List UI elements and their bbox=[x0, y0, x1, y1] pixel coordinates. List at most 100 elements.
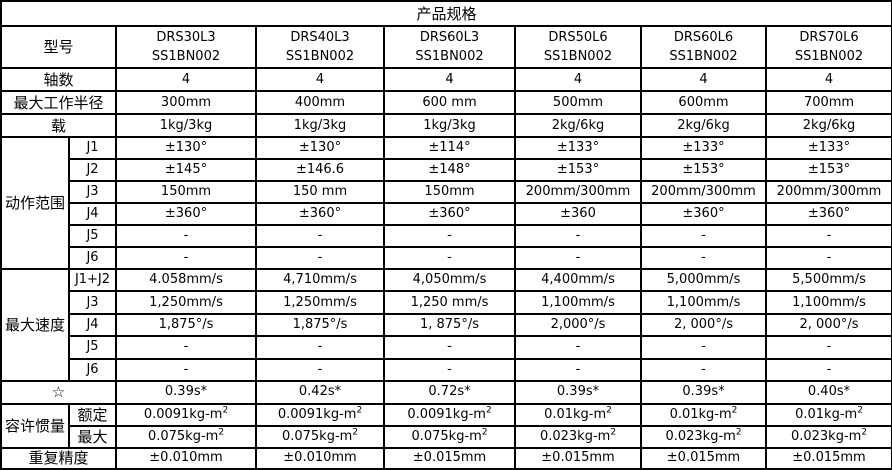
speed-cell: - bbox=[255, 335, 385, 360]
label-star: ☆ bbox=[0, 379, 117, 405]
axes-cell: 4 bbox=[115, 67, 257, 92]
payload-cell: 1kg/3kg bbox=[115, 113, 257, 138]
table-title: 产品规格 bbox=[0, 0, 892, 27]
label-repeat: 重复精度 bbox=[0, 446, 117, 470]
axes-cell: 4 bbox=[255, 67, 385, 92]
speed-cell: 4,400mm/s bbox=[514, 267, 642, 293]
table-row: 最大 0.075kg-m2 0.075kg-m2 0.075kg-m2 0.023kg-… bbox=[1, 424, 892, 449]
speed-cell: 4,710mm/s bbox=[255, 267, 385, 293]
inertia-value: 0.023kg-m bbox=[665, 428, 736, 444]
radius-cell: 400mm bbox=[255, 90, 385, 115]
repeat-cell: ±0.015mm bbox=[514, 446, 642, 470]
repeat-cell: ±0.010mm bbox=[115, 446, 257, 470]
speed-cell: 1,250mm/s bbox=[115, 290, 257, 315]
speed-cell: 1,100mm/s bbox=[514, 290, 642, 315]
inertia-value: 0.023kg-m bbox=[790, 428, 862, 444]
range-cell: ±133° bbox=[514, 136, 642, 160]
range-cell: ±145° bbox=[115, 158, 257, 182]
model-cell: DRS40L3 SS1BN002 bbox=[255, 25, 385, 69]
speed-cell: 1,250mm/s bbox=[255, 290, 385, 315]
table-row: 动作范围 J1 ±130° ±130° ±114° ±133° ±133° ±133° bbox=[0, 136, 892, 270]
speed-cell: - bbox=[640, 357, 767, 382]
joint-label: J3 bbox=[68, 290, 117, 315]
speed-cell: 2,000°/s bbox=[514, 312, 642, 338]
table-row: 最大工作半径 300mm 400mm 600 mm 500mm 600mm 700mm bbox=[0, 90, 892, 115]
payload-cell: 2kg/6kg bbox=[640, 113, 767, 138]
speed-cell: 2, 000°/s bbox=[764, 312, 892, 338]
axes-cell: 4 bbox=[383, 67, 516, 92]
joint-label: J1 bbox=[68, 136, 117, 160]
range-cell: ±360° bbox=[255, 202, 385, 226]
speed-cell: 5,000mm/s bbox=[640, 267, 767, 293]
table-row: 型号 DRS30L3 SS1BN002 DRS40L3 SS1BN002 DRS60L3 S… bbox=[0, 25, 892, 69]
inertia-rated-cell: 0.01kg-m2 bbox=[764, 402, 892, 427]
model-name: DRS50L6 bbox=[548, 30, 608, 45]
payload-cell: 1kg/3kg bbox=[383, 113, 516, 138]
table-row: J5- - - - - - bbox=[1, 224, 892, 248]
inertia-value: 0.01kg-m bbox=[544, 406, 607, 422]
range-cell: - bbox=[255, 224, 385, 248]
table-row: J6- - - - - - bbox=[1, 357, 892, 382]
speed-cell: 1,100mm/s bbox=[764, 290, 892, 315]
speed-cell: - bbox=[383, 357, 516, 382]
table-row: J6- - - - - - bbox=[1, 246, 892, 270]
label-payload: 载 bbox=[0, 113, 117, 138]
range-cell: ±360° bbox=[383, 202, 516, 226]
inertia-rated-cell: 0.0091kg-m2 bbox=[383, 402, 516, 427]
speed-cell: 1,875°/s bbox=[115, 312, 257, 338]
repeat-cell: ±0.010mm bbox=[255, 446, 385, 470]
range-cell: - bbox=[383, 224, 516, 248]
table-row: ☆ 0.39s* 0.42s* 0.72s* 0.39s* 0.39s* 0.40s* bbox=[0, 379, 892, 405]
range-cell: ±153° bbox=[514, 158, 642, 182]
label-speed: 最大速度 bbox=[0, 268, 70, 382]
range-cell: ±146.6 bbox=[255, 158, 385, 182]
inertia-rated-cell: 0.0091kg-m2 bbox=[255, 402, 385, 427]
model-code: SS1BN002 bbox=[285, 49, 355, 64]
model-code: SS1BN002 bbox=[669, 49, 738, 64]
axes-cell: 4 bbox=[640, 67, 767, 92]
inertia-max-cell: 0.075kg-m2 bbox=[255, 424, 385, 449]
star-cell: 0.72s* bbox=[383, 379, 516, 405]
range-cell: - bbox=[764, 224, 892, 248]
inertia-value: 0.075kg-m bbox=[411, 428, 482, 444]
inertia-max-cell: 0.075kg-m2 bbox=[115, 424, 257, 449]
unit-superscript: 2 bbox=[352, 427, 359, 438]
joint-label: J4 bbox=[68, 312, 117, 338]
range-cell: ±133° bbox=[764, 136, 892, 160]
unit-superscript: 2 bbox=[735, 427, 742, 438]
model-cell: DRS30L3 SS1BN002 bbox=[115, 25, 257, 69]
model-cell: DRS50L6 SS1BN002 bbox=[514, 25, 642, 69]
inertia-max-cell: 0.075kg-m2 bbox=[383, 424, 516, 449]
label-model: 型号 bbox=[0, 25, 117, 69]
speed-cell: - bbox=[115, 335, 257, 360]
range-cell: 150mm bbox=[383, 180, 516, 204]
range-cell: ±360° bbox=[640, 202, 767, 226]
payload-cell: 2kg/6kg bbox=[764, 113, 892, 138]
unit-superscript: 2 bbox=[218, 427, 225, 438]
joint-label: J3 bbox=[68, 180, 117, 204]
joint-label: J5 bbox=[68, 224, 117, 248]
range-cell: - bbox=[115, 224, 257, 248]
inertia-max-cell: 0.023kg-m2 bbox=[764, 424, 892, 449]
model-name: DRS60L3 bbox=[419, 30, 480, 45]
unit-superscript: 2 bbox=[606, 405, 612, 416]
range-cell: 200mm/300mm bbox=[640, 180, 767, 204]
speed-cell: 1,875°/s bbox=[255, 312, 385, 338]
table-row: 容许惯量 额定 0.0091kg-m2 0.0091kg-m2 0.0091kg-m2 0… bbox=[0, 402, 892, 449]
radius-cell: 700mm bbox=[764, 90, 892, 115]
table-row: J3 1,250mm/s 1,250mm/s 1,250 mm/s 1,100mm/s 1… bbox=[1, 290, 892, 315]
range-cell: ±360 bbox=[514, 202, 642, 226]
model-cell: DRS70L6 SS1BN002 bbox=[764, 25, 892, 69]
model-code: SS1BN002 bbox=[415, 49, 484, 64]
range-cell: - bbox=[115, 246, 257, 270]
repeat-cell: ±0.015mm bbox=[640, 446, 767, 470]
range-cell: ±133° bbox=[640, 136, 767, 160]
model-name: DRS70L6 bbox=[799, 30, 859, 45]
unit-superscript: 2 bbox=[861, 427, 868, 438]
radius-cell: 300mm bbox=[115, 90, 257, 115]
unit-superscript: 2 bbox=[222, 405, 229, 416]
inertia-value: 0.0091kg-m bbox=[277, 406, 357, 422]
model-code: SS1BN002 bbox=[794, 49, 864, 64]
label-inertia: 容许惯量 bbox=[0, 402, 70, 449]
inertia-value: 0.01kg-m bbox=[795, 406, 858, 422]
